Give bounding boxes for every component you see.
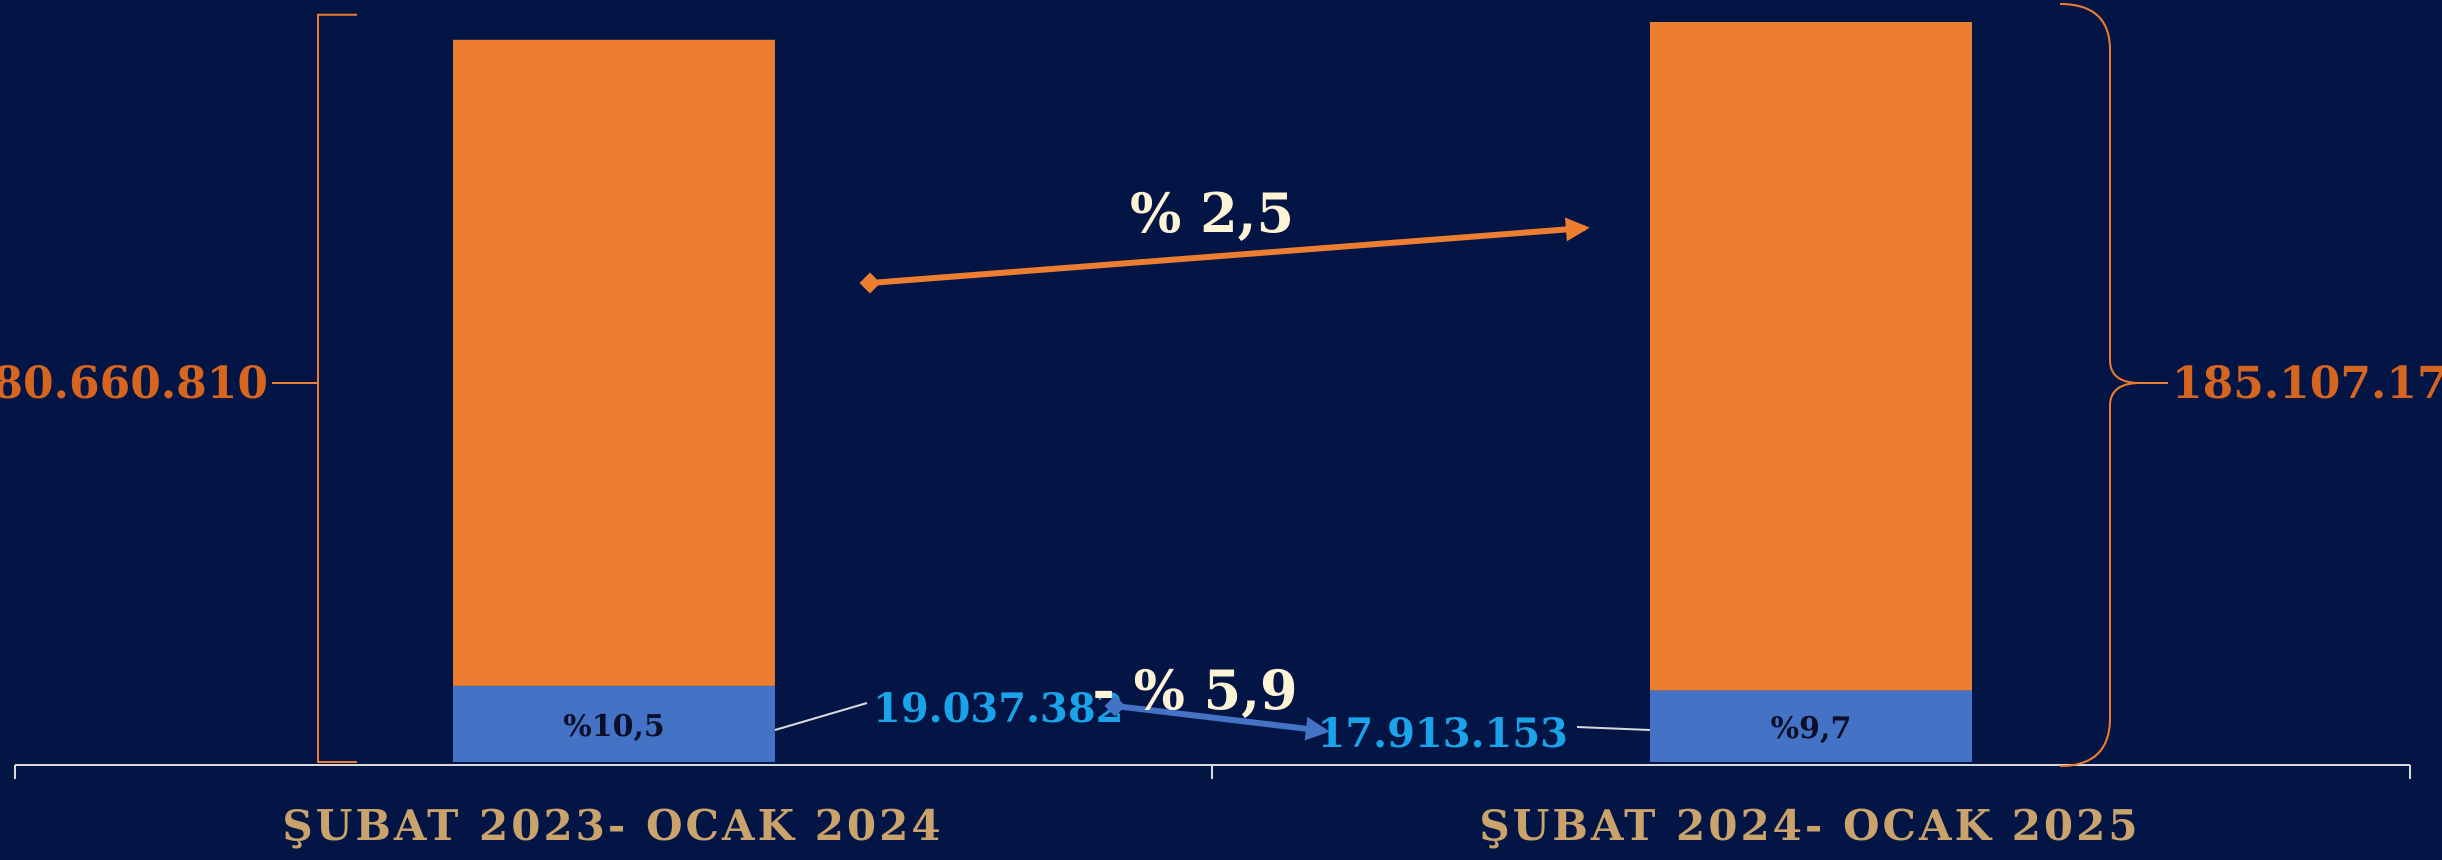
x-tick-label: ŞUBAT 2024- OCAK 2025 xyxy=(1479,801,2140,850)
segment-leader xyxy=(774,702,868,731)
total-change-arrow xyxy=(859,217,1590,294)
segment-change-label: - % 5,9 xyxy=(1092,658,1297,722)
bar-share-label: %9,7 xyxy=(1771,711,1852,746)
bar-segment-upper xyxy=(1650,22,1972,691)
total-label: 180.660.810 xyxy=(0,358,268,409)
total-brace-right xyxy=(2059,3,2141,767)
bar-segment-lower xyxy=(1650,690,1972,762)
segment-value-label: 19.037.382 xyxy=(873,685,1124,732)
total-label: 185.107.177 xyxy=(2172,358,2442,409)
segment-value-label: 17.913.153 xyxy=(1317,710,1568,757)
total-bracket-left xyxy=(317,13,357,763)
segment-change-arrow xyxy=(1104,695,1330,741)
total-change-label: % 2,5 xyxy=(1130,181,1294,245)
bar-share-label: %10,5 xyxy=(563,709,665,744)
bar-segment-upper xyxy=(453,39,775,686)
x-tick-label: ŞUBAT 2023- OCAK 2024 xyxy=(282,801,943,850)
segment-leader xyxy=(1576,726,1651,731)
bar-segment-lower xyxy=(453,685,775,762)
